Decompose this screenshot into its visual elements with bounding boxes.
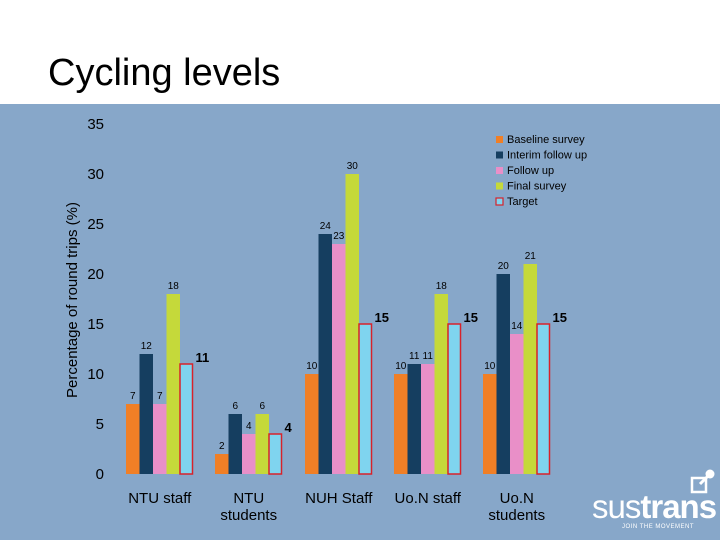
legend-swatch-follow-up [496,167,503,174]
data-label-interim: 6 [232,401,238,412]
bar-final [523,264,537,474]
data-label-interim: 24 [320,221,332,232]
chart-panel: Percentage of round trips (%) 0 5 10 15 20 25 3… [0,104,720,540]
legend-label: Target [507,196,538,208]
y-tick-label: 35 [87,116,104,133]
slide-title: Cycling levels [48,52,281,94]
bar-target [179,363,194,475]
data-label-baseline: 2 [219,441,225,452]
y-tick-label: 5 [96,416,104,433]
y-tick-label: 0 [96,466,104,483]
x-category-label: students [220,507,277,524]
bar-follow-up [332,244,346,474]
data-label-baseline: 10 [395,361,407,372]
data-label-target: 4 [285,420,293,435]
brand-name-part2: trans [640,488,717,525]
sustrans-arrow-icon [690,469,715,494]
x-category-label: Uo.N [500,490,534,507]
data-label-follow-up: 14 [511,321,523,332]
data-label-interim: 12 [141,341,153,352]
bar-follow-up [242,434,256,474]
bar-target [268,433,283,475]
bar-interim [318,234,332,474]
bar-baseline [483,374,497,474]
data-label-interim: 20 [498,261,510,272]
bar-target [358,323,373,475]
legend-label: Follow up [507,165,554,177]
y-tick-label: 30 [87,166,104,183]
data-label-final: 18 [168,281,180,292]
data-label-interim: 11 [409,351,420,362]
bar-chart: Percentage of round trips (%) 0 5 10 15 20 25 3… [64,116,587,524]
data-label-target: 15 [553,310,567,325]
x-category-label: NTU staff [128,490,192,507]
bar-baseline [394,374,408,474]
y-tick-label: 15 [87,316,104,333]
bar-baseline [305,374,319,474]
bar-follow-up [421,364,435,474]
data-label-baseline: 10 [306,361,318,372]
brand-name: sustrans [592,488,717,526]
x-category-label: Uo.N staff [395,490,462,507]
bar-follow-up [153,404,167,474]
y-tick-label: 25 [87,216,104,233]
legend-label: Interim follow up [507,150,587,162]
bar-interim [139,354,153,474]
sustrans-logo: sustrans JOIN THE MOVEMENT [592,466,720,540]
data-label-target: 15 [375,310,389,325]
data-label-final: 6 [259,401,265,412]
bar-interim [228,414,242,474]
data-label-follow-up: 7 [157,391,163,402]
legend-label: Final survey [507,181,567,193]
bar-target [536,323,551,475]
x-category-label: NUH Staff [305,490,373,507]
x-category-label: students [488,507,545,524]
legend-swatch-final [496,182,503,190]
bar-interim [407,364,421,474]
bar-final [255,414,269,474]
bar-interim [496,274,510,474]
brand-tagline: JOIN THE MOVEMENT [622,524,695,530]
data-label-target: 11 [196,350,210,365]
bar-follow-up [510,334,524,474]
y-tick-label: 10 [87,366,104,383]
bar-final [345,174,359,474]
legend-swatch-baseline [496,136,503,143]
y-tick-label: 20 [87,266,104,283]
bar-baseline [126,404,140,474]
data-label-follow-up: 4 [246,421,252,432]
data-label-target: 15 [464,310,478,325]
bar-final [434,294,448,474]
bar-target [447,323,462,475]
legend-swatch-target [495,197,504,206]
data-label-follow-up: 11 [423,351,434,362]
y-axis-title: Percentage of round trips (%) [64,202,81,398]
data-label-final: 30 [347,161,359,172]
x-category-label: NTU [233,490,264,507]
legend-label: Baseline survey [507,134,585,146]
legend-swatch-interim [496,151,503,159]
data-label-final: 18 [436,281,448,292]
data-label-baseline: 10 [484,361,496,372]
data-label-baseline: 7 [130,391,136,402]
bar-final [166,294,180,474]
data-label-follow-up: 23 [333,231,345,242]
brand-name-part1: sus [592,488,641,525]
bar-baseline [215,454,229,474]
data-label-final: 21 [525,251,537,262]
